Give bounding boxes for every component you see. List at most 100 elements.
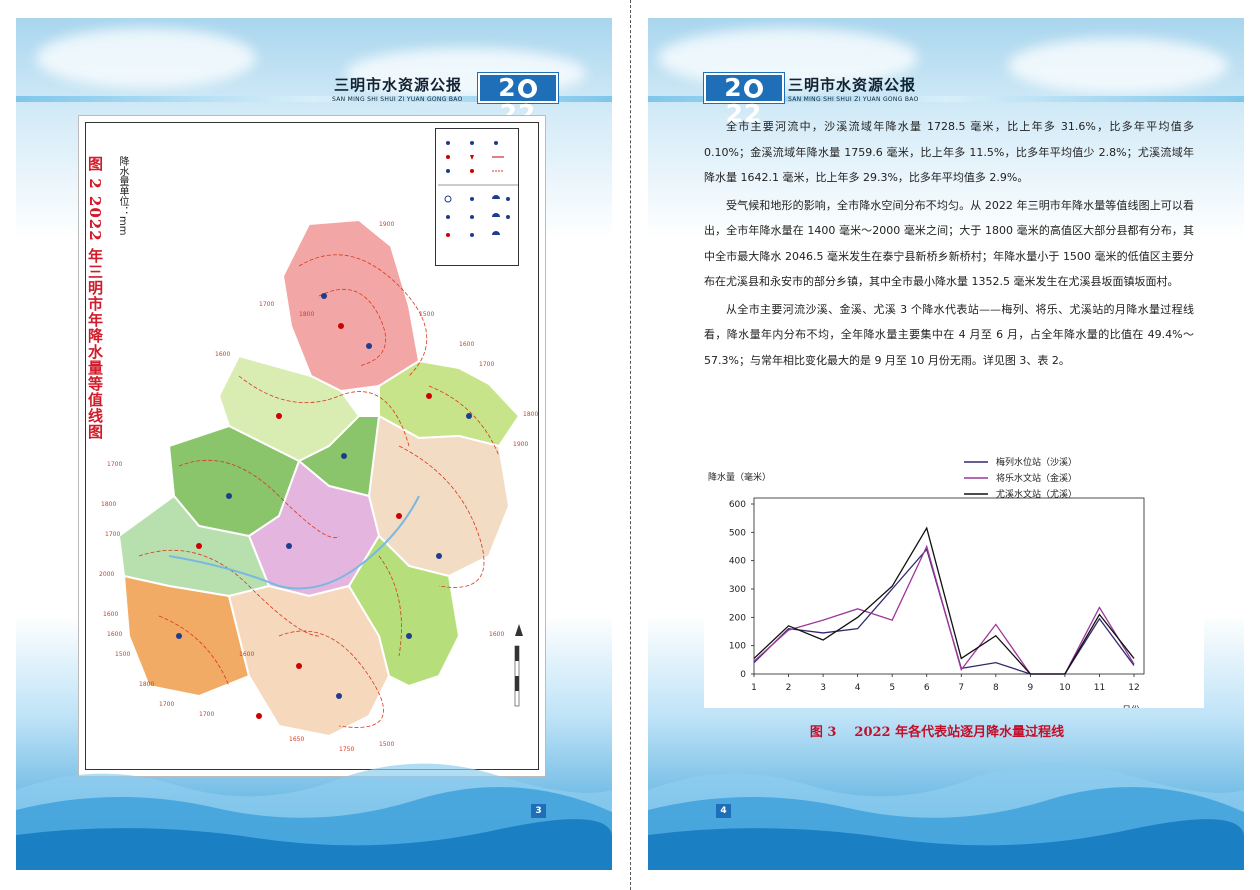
header-band [648, 96, 1244, 102]
x-tick-label: 5 [889, 683, 895, 693]
y-tick-label: 0 [740, 670, 746, 680]
cloud-decoration [1008, 38, 1228, 93]
legend-entry: 梅列水位站（沙溪） [996, 456, 1077, 468]
page-number: 3 [531, 804, 546, 818]
contour-label: 1500 [115, 651, 130, 658]
paragraph: 全市主要河流中，沙溪流域年降水量 1728.5 毫米，比上年多 31.6%，比多… [704, 120, 1194, 184]
figure-caption-text: 2022 年各代表站逐月降水量过程线 [854, 725, 1065, 740]
map-zone-north [281, 218, 421, 393]
cloud-decoration [36, 28, 256, 88]
contour-label: 1700 [107, 461, 122, 468]
chart-axes [753, 497, 1145, 675]
contour-map-frame: 图 2 2022 年三明市年降水量等值线图 降水量单位：mm [78, 115, 546, 777]
contour-label: 1800 [299, 311, 314, 318]
contour-label: 1600 [215, 351, 230, 358]
page-divider [630, 0, 631, 890]
x-tick-label: 8 [993, 683, 999, 693]
year-badge: 222 [704, 73, 784, 127]
wave-decoration [16, 763, 612, 870]
map-border [85, 122, 539, 770]
x-tick-label: 4 [855, 683, 861, 693]
contour-map: 1900 1800 1700 1600 1500 1600 1700 1800 … [99, 218, 538, 753]
x-tick-label: 3 [820, 683, 826, 693]
paragraph: 从全市主要河流沙溪、金溪、尤溪 3 个降水代表站——梅列、将乐、尤溪站的月降水量… [704, 302, 1194, 367]
paragraph: 受气候和地形的影响，全市降水空间分布不均匀。从 2022 年三明市年降水量等值线… [704, 198, 1194, 289]
header-band [16, 96, 612, 102]
legend-entry: 将乐水文站（金溪） [996, 472, 1077, 484]
water-drop-icon [517, 79, 537, 98]
figure-caption: 图 3 2022 年各代表站逐月降水量过程线 [648, 721, 1244, 740]
body-text: 全市主要河流中，沙溪流域年降水量 1728.5 毫米，比上年多 31.6%，比多… [704, 114, 1194, 375]
header-subtitle: SAN MING SHI SHUI ZI YUAN GONG BAO [788, 96, 919, 103]
contour-label: 1650 [289, 736, 304, 743]
x-axis-label: 月份 [1122, 704, 1140, 708]
map-zone-south [227, 584, 391, 738]
river [168, 495, 420, 590]
rainfall-chart-svg: 降水量（毫米） 月份 01002003004005006001234567891… [708, 456, 1145, 716]
series-line [753, 548, 1135, 675]
map-legend [435, 128, 519, 266]
legend-entry: 尤溪水文站（尤溪） [996, 488, 1077, 500]
y-tick-label: 200 [729, 613, 746, 623]
chart-legend: 梅列水位站（沙溪） 将乐水文站（金溪） 尤溪水文站（尤溪） [964, 456, 1077, 500]
contour-label: 1600 [239, 651, 254, 658]
contour-label: 1750 [339, 746, 354, 753]
x-tick-label: 2 [786, 683, 792, 693]
year-badge: 222 [478, 73, 558, 127]
page-4: 222 三明市水资源公报 SAN MING SHI SHUI ZI YUAN G… [648, 18, 1244, 870]
north-arrow-icon [515, 624, 523, 636]
x-tick-label: 12 [1128, 683, 1139, 693]
header-title: 三明市水资源公报 [788, 76, 917, 94]
contour-lines [138, 254, 500, 728]
contour-label: 1800 [139, 681, 154, 688]
header-title: 三明市水资源公报 [334, 76, 463, 94]
rainfall-chart: 降水量（毫米） 月份 01002003004005006001234567891… [704, 438, 1204, 716]
y-axis-label: 降水量（毫米） [708, 471, 771, 483]
contour-label: 1800 [523, 411, 538, 418]
contour-label: 1700 [159, 701, 174, 708]
water-drop-icon [743, 79, 763, 98]
page-number: 4 [716, 804, 731, 818]
series-line [753, 526, 1135, 675]
cloud-decoration [658, 28, 918, 88]
x-tick-label: 6 [924, 683, 930, 693]
page-3: 三明市水资源公报 SAN MING SHI SHUI ZI YUAN GONG … [16, 18, 612, 870]
contour-label: 1900 [513, 441, 528, 448]
contour-label: 1900 [379, 221, 394, 228]
figure-caption-number: 图 3 [809, 725, 837, 740]
header-subtitle: SAN MING SHI SHUI ZI YUAN GONG BAO [332, 96, 463, 103]
map-title: 图 2 2022 年三明市年降水量等值线图 [86, 156, 104, 440]
contour-label: 1600 [107, 631, 122, 638]
y-tick-label: 500 [729, 528, 746, 538]
contour-label: 1800 [101, 501, 116, 508]
y-tick-label: 300 [729, 585, 746, 595]
x-tick-label: 7 [958, 683, 964, 693]
y-tick-label: 100 [729, 642, 746, 652]
x-tick-label: 1 [751, 683, 757, 693]
x-tick-label: 11 [1094, 683, 1105, 693]
contour-label: 1600 [459, 341, 474, 348]
map-unit: 降水量单位：mm [117, 156, 128, 236]
contour-label: 1500 [379, 741, 394, 748]
contour-label: 1700 [199, 711, 214, 718]
legend-symbols [438, 141, 518, 237]
contour-label: 2000 [99, 571, 114, 578]
wave-decoration [648, 763, 1244, 870]
contour-label: 1500 [419, 311, 434, 318]
contour-label-group: 1900 1800 1700 1600 1500 1600 1700 1800 … [99, 221, 538, 753]
y-tick-label: 400 [729, 557, 746, 567]
map-zone-southeast [347, 534, 461, 688]
contour-label: 1600 [489, 631, 504, 638]
contour-label: 1700 [259, 301, 274, 308]
plot-frame [753, 497, 1145, 675]
x-tick-label: 10 [1059, 683, 1071, 693]
contour-label: 1700 [479, 361, 494, 368]
contour-label: 1600 [103, 611, 118, 618]
chart-series [753, 526, 1135, 675]
x-tick-label: 9 [1027, 683, 1033, 693]
scale-bar-icon [514, 645, 520, 707]
station-markers [176, 293, 472, 719]
y-tick-label: 600 [729, 500, 746, 510]
contour-label: 1700 [105, 531, 120, 538]
